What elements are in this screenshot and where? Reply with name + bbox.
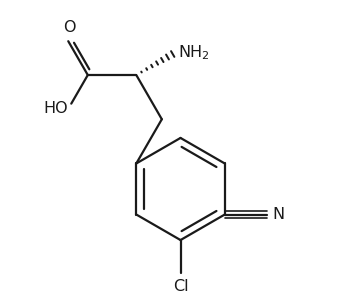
Text: NH$_2$: NH$_2$	[178, 43, 209, 62]
Text: N: N	[273, 207, 285, 222]
Text: O: O	[63, 20, 76, 35]
Text: HO: HO	[44, 101, 68, 116]
Text: Cl: Cl	[173, 279, 188, 294]
